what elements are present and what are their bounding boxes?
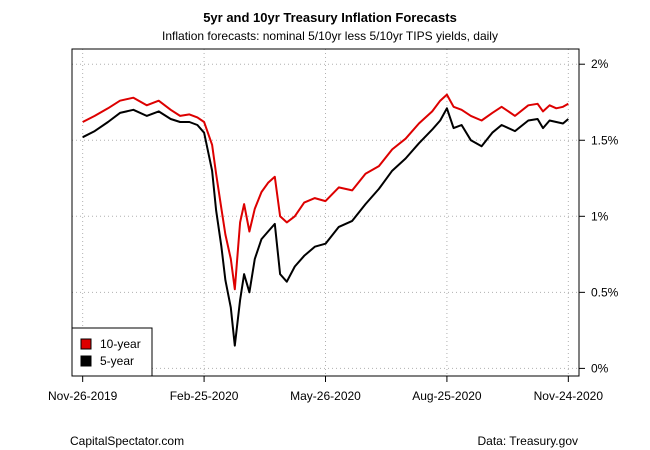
x-tick-label: Nov-24-2020: [534, 389, 604, 403]
y-tick-label: 0%: [591, 361, 609, 375]
chart-subtitle: Inflation forecasts: nominal 5/10yr less…: [162, 29, 498, 43]
series-line-10-year: [82, 93, 569, 291]
legend-swatch-10-year: [80, 338, 92, 350]
y-tick-label: 1%: [591, 209, 609, 223]
y-tick-label: 0.5%: [591, 285, 619, 299]
plot-lines: [82, 93, 569, 347]
legend-box: [71, 327, 153, 377]
chart-title: 5yr and 10yr Treasury Inflation Forecast…: [203, 10, 457, 25]
x-axis: Nov-26-2019 Feb-25-2020 May-26-2020 Aug-25-…: [48, 376, 603, 403]
y-tick-label: 1.5%: [591, 133, 619, 147]
footer-source-site: CapitalSpectator.com: [70, 434, 184, 448]
legend-label-5-year: 5-year: [100, 354, 134, 368]
y-tick-label: 2%: [591, 57, 609, 71]
grid: [72, 49, 579, 376]
series-line-5-year: [82, 107, 569, 347]
x-tick-label: Feb-25-2020: [170, 389, 239, 403]
plot-frame: [71, 48, 580, 377]
legend: 10-year 5-year: [71, 327, 153, 377]
x-tick-label: May-26-2020: [290, 389, 361, 403]
y-axis: 0% 0.5% 1% 1.5% 2%: [579, 57, 619, 375]
legend-swatch-5-year: [80, 355, 92, 367]
x-tick-label: Nov-26-2019: [48, 389, 118, 403]
legend-label-10-year: 10-year: [100, 337, 141, 351]
x-tick-label: Aug-25-2020: [412, 389, 482, 403]
footer-data-source: Data: Treasury.gov: [478, 434, 579, 448]
